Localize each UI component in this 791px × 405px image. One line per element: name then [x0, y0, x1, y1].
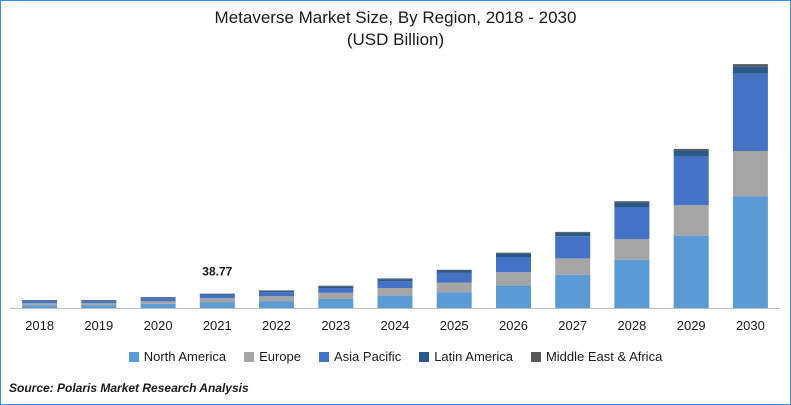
bar-asia-pacific-2024 [377, 281, 413, 288]
chart-title: Metaverse Market Size, By Region, 2018 -… [214, 8, 577, 27]
bar-latin-america-2018 [22, 300, 58, 302]
legend-swatch-middle-east-africa [530, 351, 541, 362]
bar-latin-america-2020 [140, 297, 176, 299]
bar-north-america-2026 [496, 285, 531, 308]
bar-europe-2026 [496, 272, 531, 286]
bar-latin-america-2025 [436, 270, 472, 273]
x-tick-label-2023: 2023 [321, 318, 350, 333]
bar-middle-east-africa-2023 [318, 285, 354, 287]
bar-asia-pacific-2019 [81, 301, 117, 304]
bar-middle-east-africa-2027 [555, 231, 591, 233]
x-tick-label-2027: 2027 [558, 318, 587, 333]
bar-latin-america-2019 [81, 300, 117, 302]
bar-latin-america-2029 [673, 150, 709, 157]
legend-item-middle-east-africa: Middle East & Africa [530, 349, 663, 364]
bar-north-america-2025 [436, 292, 472, 308]
bar-europe-2029 [673, 205, 709, 236]
chart-legend: North America Europe Asia Pacific Latin Ame… [0, 349, 791, 364]
legend-item-latin-america: Latin America [419, 349, 513, 364]
bar-asia-pacific-2025 [436, 272, 472, 283]
bar-north-america-2028 [614, 259, 650, 308]
bar-middle-east-africa-2030 [732, 64, 768, 67]
bar-asia-pacific-2028 [614, 207, 650, 240]
bar-asia-pacific-2018 [22, 301, 58, 304]
bar-middle-east-africa-2022 [259, 290, 294, 291]
bar-latin-america-2028 [614, 202, 650, 208]
legend-swatch-asia-pacific [319, 351, 329, 362]
bar-europe-2025 [436, 282, 472, 293]
x-tick-label-2028: 2028 [617, 318, 646, 333]
chart-subtitle: (USD Billion) [346, 30, 445, 49]
bar-latin-america-2024 [377, 279, 413, 282]
bar-asia-pacific-2026 [496, 257, 531, 273]
bar-north-america-2027 [555, 274, 591, 308]
x-tick-label-2024: 2024 [381, 318, 410, 333]
x-tick-label-2019: 2019 [84, 318, 113, 333]
bar-north-america-2023 [318, 299, 354, 308]
legend-label-asia-pacific: Asia Pacific [334, 349, 402, 364]
x-tick-label-2022: 2022 [262, 318, 291, 333]
legend-swatch-europe [244, 351, 255, 362]
legend-item-europe: Europe [244, 349, 301, 364]
bar-europe-2030 [732, 150, 768, 197]
bar-middle-east-africa-2028 [614, 201, 650, 203]
bar-middle-east-africa-2026 [496, 252, 531, 254]
bar-latin-america-2022 [259, 290, 294, 293]
bar-asia-pacific-2020 [140, 298, 176, 302]
legend-label-europe: Europe [259, 349, 301, 364]
bar-north-america-2021 [199, 302, 235, 308]
data-label-2021: 38.77 [202, 265, 232, 279]
bar-asia-pacific-2030 [732, 73, 768, 151]
x-tick-label-2021: 2021 [203, 318, 232, 333]
bar-europe-2022 [259, 296, 294, 302]
bar-north-america-2019 [81, 305, 117, 308]
bar-north-america-2024 [377, 295, 413, 308]
bar-europe-2018 [22, 303, 58, 306]
x-tick-label-2030: 2030 [736, 318, 765, 333]
legend-label-north-america: North America [143, 349, 227, 364]
bar-asia-pacific-2022 [259, 292, 294, 297]
bar-north-america-2018 [22, 305, 58, 308]
bar-europe-2024 [377, 288, 413, 296]
bar-europe-2023 [318, 292, 354, 299]
bar-north-america-2022 [259, 301, 294, 308]
bar-europe-2019 [81, 303, 117, 306]
bar-north-america-2030 [732, 196, 768, 308]
bar-latin-america-2030 [732, 66, 768, 74]
source-note: Source: Polaris Market Research Analysis [9, 381, 249, 395]
x-tick-label-2029: 2029 [677, 318, 706, 333]
bar-europe-2027 [555, 258, 591, 275]
bar-asia-pacific-2027 [555, 236, 591, 259]
x-tick-label-2025: 2025 [440, 318, 469, 333]
bar-latin-america-2021 [199, 293, 235, 295]
x-tick-label-2026: 2026 [499, 318, 528, 333]
legend-label-latin-america: Latin America [434, 349, 513, 364]
bar-asia-pacific-2029 [673, 156, 709, 206]
bar-europe-2020 [140, 301, 176, 304]
bar-asia-pacific-2023 [318, 288, 354, 293]
bar-north-america-2020 [140, 303, 176, 308]
legend-item-north-america: North America [128, 349, 227, 364]
bar-latin-america-2027 [555, 232, 591, 237]
bar-europe-2028 [614, 239, 650, 260]
bar-latin-america-2023 [318, 286, 354, 288]
legend-swatch-latin-america [419, 351, 430, 362]
bar-latin-america-2026 [496, 253, 531, 257]
legend-swatch-north-america [128, 351, 139, 362]
x-tick-label-2018: 2018 [25, 318, 54, 333]
bar-middle-east-africa-2024 [377, 278, 413, 280]
bar-asia-pacific-2021 [199, 294, 235, 299]
bar-europe-2021 [199, 298, 235, 303]
legend-label-middle-east-africa: Middle East & Africa [545, 349, 663, 364]
x-tick-label-2020: 2020 [144, 318, 173, 333]
bar-middle-east-africa-2025 [436, 269, 472, 271]
bar-middle-east-africa-2029 [673, 148, 709, 151]
bar-north-america-2029 [673, 235, 709, 308]
legend-item-asia-pacific: Asia Pacific [319, 349, 401, 364]
